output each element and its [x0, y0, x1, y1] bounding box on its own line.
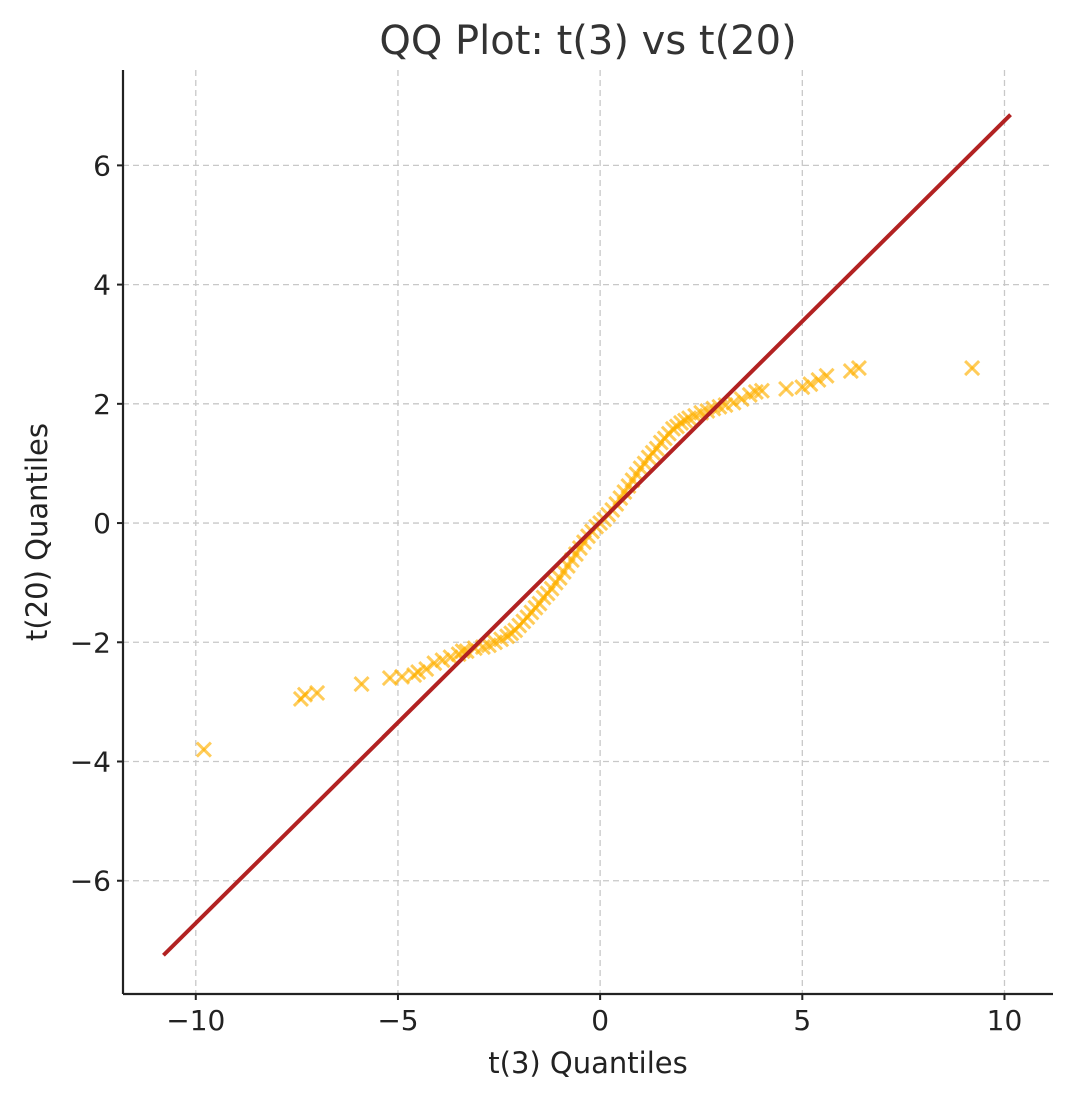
- x-tick-label: 0: [591, 1004, 609, 1037]
- data-point: [353, 675, 370, 693]
- data-points: [195, 360, 981, 758]
- data-point: [964, 360, 981, 377]
- data-point: [309, 684, 326, 702]
- grid-lines: [123, 70, 1053, 994]
- x-tick-label: 5: [793, 1004, 811, 1037]
- data-point: [850, 360, 867, 377]
- x-tick-label: 10: [987, 1004, 1023, 1037]
- data-point: [778, 380, 795, 397]
- axes-spines: [121, 70, 1053, 996]
- y-tick-label: 0: [93, 507, 111, 540]
- y-tick-label: 6: [93, 149, 111, 182]
- y-tick-label: −6: [70, 865, 111, 898]
- data-point: [733, 391, 750, 408]
- x-tick-label: −10: [166, 1004, 225, 1037]
- data-point: [725, 394, 742, 411]
- reference-line: [162, 113, 1012, 957]
- data-point: [802, 376, 819, 393]
- y-tick-label: 4: [93, 269, 111, 302]
- data-point: [753, 382, 770, 399]
- data-point: [810, 371, 827, 389]
- y-tick-label: −4: [70, 746, 111, 779]
- y-tick-label: −2: [70, 626, 111, 659]
- chart-title: QQ Plot: t(3) vs t(20): [379, 18, 796, 64]
- y-axis-label: t(20) Quantiles: [20, 423, 54, 641]
- data-point: [818, 367, 835, 384]
- x-axis-label: t(3) Quantiles: [488, 1046, 687, 1080]
- y-tick-label: 2: [93, 388, 111, 421]
- reference-line-layer: [162, 113, 1012, 957]
- axis-ticks: −10 −5 0 5 10 −6 −4 −2 0 2 4 6: [70, 149, 1023, 1037]
- data-point: [418, 661, 435, 678]
- data-point: [195, 741, 212, 758]
- x-tick-label: −5: [377, 1004, 418, 1037]
